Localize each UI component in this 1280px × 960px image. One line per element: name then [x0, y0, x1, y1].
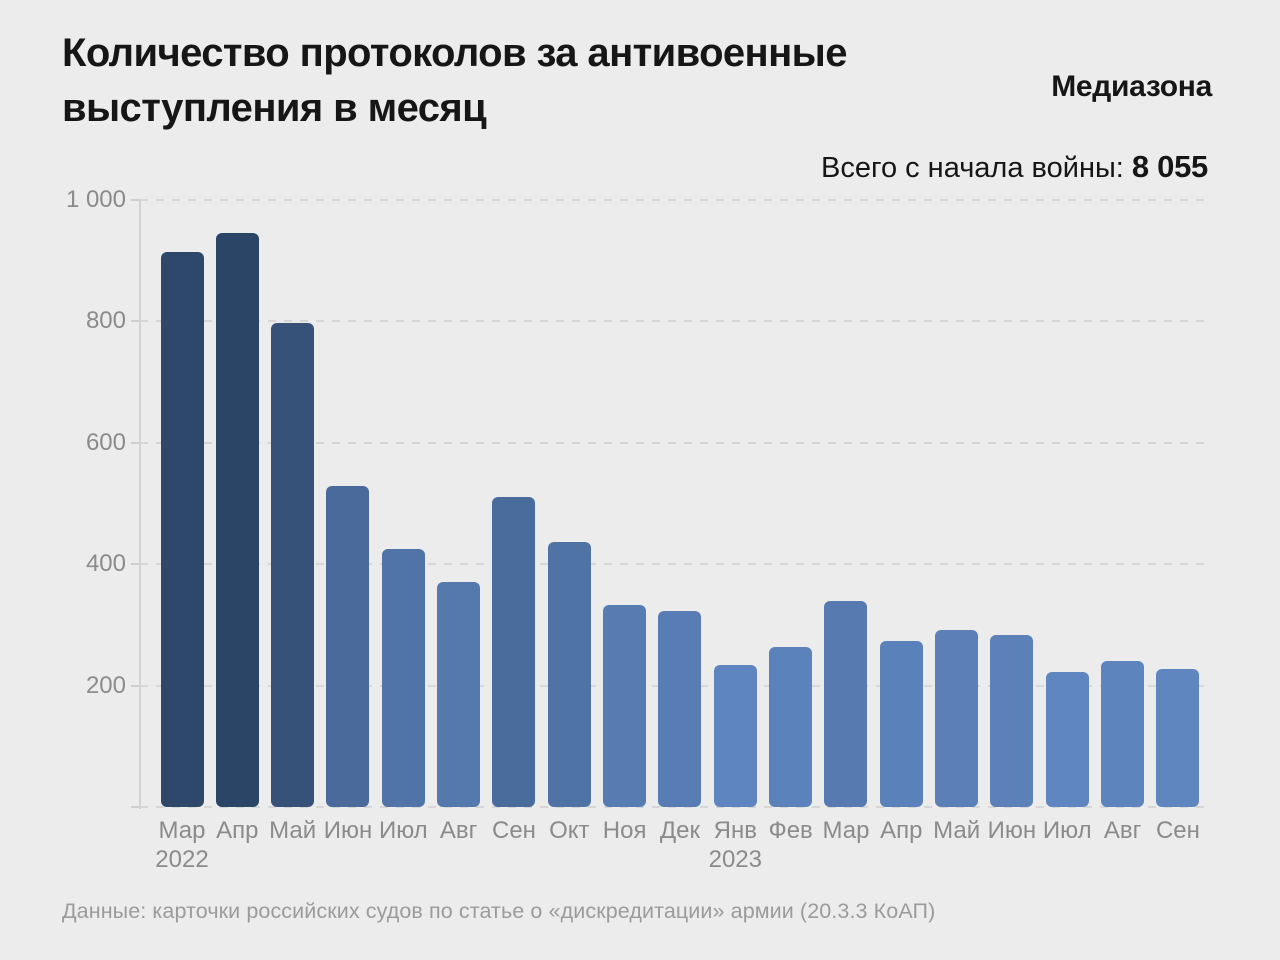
x-tick-label: Ноя	[602, 817, 647, 844]
y-tick-label: 800	[85, 307, 126, 334]
x-tick-label: Май	[933, 817, 981, 844]
x-tick-label: Окт	[549, 817, 590, 844]
x-tick-label: Мар	[158, 817, 206, 844]
x-tick-label: Мар	[822, 817, 870, 844]
source-note: Данные: карточки российских судов по ста…	[62, 899, 936, 923]
bar	[879, 640, 923, 807]
x-tick-label: Янв	[713, 817, 757, 844]
bar	[547, 541, 591, 807]
x-tick-label: Фев	[768, 817, 813, 844]
x-tick-label: Авг	[1103, 817, 1142, 844]
year-label: 2022	[155, 846, 209, 873]
zero-grid-line	[140, 806, 1208, 808]
brand-logo: Медиазона	[1051, 70, 1212, 103]
year-label: 2023	[708, 846, 762, 873]
x-tick-label: Июн	[323, 817, 373, 844]
x-tick-label: Апр	[880, 817, 923, 844]
y-tick-mark	[131, 684, 140, 687]
total-counter-label: Всего с начала войны:	[821, 152, 1132, 184]
bar	[160, 251, 204, 807]
bar	[935, 630, 979, 807]
bar	[1156, 669, 1200, 807]
grid-line	[140, 198, 1208, 201]
x-tick-label: Авг	[439, 817, 478, 844]
grid-line	[140, 563, 1208, 565]
x-tick-label: Июл	[378, 817, 428, 844]
bar	[381, 548, 425, 807]
grid-line	[140, 441, 1208, 444]
y-tick-mark	[131, 563, 140, 565]
y-tick-label: 400	[85, 550, 126, 577]
grid-line	[140, 320, 1208, 322]
x-tick-label: Апр	[216, 817, 259, 844]
total-counter-value: 8 055	[1131, 149, 1208, 184]
bar	[1101, 660, 1145, 807]
bar	[769, 646, 813, 807]
y-tick-mark	[131, 806, 140, 808]
bar	[990, 635, 1034, 807]
x-tick-label: Май	[269, 817, 317, 844]
y-tick-mark	[131, 441, 140, 444]
page-title: Количество протоколов за антивоенные выс…	[62, 26, 1042, 136]
bar	[326, 486, 370, 807]
bar	[437, 581, 481, 807]
x-tick-label: Июн	[987, 817, 1037, 844]
page-title-line2: выступления в месяц	[62, 86, 487, 130]
x-tick-label: Дек	[659, 817, 701, 844]
bar	[824, 601, 868, 807]
y-tick-label: 600	[85, 428, 126, 456]
bar	[215, 232, 259, 807]
page-title-line1: Количество протоколов за антивоенные	[62, 31, 847, 75]
y-tick-mark	[131, 198, 140, 201]
y-tick-mark	[131, 320, 140, 322]
y-tick-label: 200	[85, 671, 126, 699]
y-tick-label: 1 000	[65, 185, 126, 213]
bar	[713, 664, 757, 807]
total-counter: Всего с начала войны: 8 055	[821, 149, 1208, 185]
x-tick-label: Сен	[1155, 817, 1200, 844]
bar	[658, 611, 702, 807]
x-tick-label: Сен	[492, 817, 536, 844]
bar	[492, 496, 536, 807]
x-tick-label: Июл	[1042, 817, 1092, 844]
bar	[271, 323, 315, 807]
bar	[1045, 672, 1089, 807]
y-axis-line	[139, 199, 141, 809]
bar	[603, 604, 647, 807]
